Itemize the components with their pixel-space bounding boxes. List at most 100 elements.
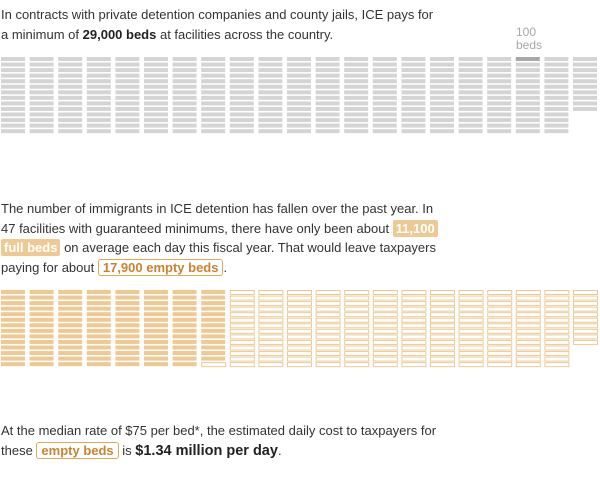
empty-bed-cell bbox=[515, 317, 541, 323]
legend-unit: beds bbox=[516, 38, 543, 52]
full-bed-cell bbox=[144, 317, 168, 322]
empty-bed-cell bbox=[430, 351, 455, 357]
contract-bed-cell bbox=[430, 112, 454, 117]
contract-bed-cell bbox=[458, 90, 483, 95]
empty-bed-cell bbox=[315, 306, 341, 312]
empty-bed-cell bbox=[372, 362, 398, 368]
full-bed-cell bbox=[201, 295, 226, 300]
full-bed-cell bbox=[86, 317, 111, 322]
full-bed-cell bbox=[29, 328, 54, 333]
contract-bed-cell bbox=[29, 62, 54, 67]
contract-bed-cell bbox=[430, 84, 454, 89]
contract-bed-cell bbox=[115, 123, 140, 128]
empty-bed-cell bbox=[401, 362, 427, 368]
contract-bed-cell bbox=[144, 123, 168, 128]
full-bed-cell bbox=[58, 328, 83, 333]
empty-bed-cell bbox=[287, 301, 312, 307]
contract-bed-cell bbox=[115, 62, 140, 67]
empty-bed-cell bbox=[258, 306, 284, 312]
empty-bed-cell bbox=[458, 345, 484, 351]
contract-bed-cell bbox=[544, 123, 569, 128]
empty-bed-cell bbox=[544, 339, 570, 345]
empty-bed-cell bbox=[401, 339, 427, 345]
empty-bed-cell bbox=[229, 295, 255, 301]
bottom-paragraph: At the median rate of $75 per bed*, the … bbox=[1, 421, 501, 461]
contract-bed-cell bbox=[287, 79, 311, 84]
empty-bed-cell bbox=[487, 317, 513, 323]
contract-bed-cell bbox=[458, 112, 483, 117]
contract-bed-cell bbox=[515, 68, 540, 73]
empty-bed-cell bbox=[287, 295, 312, 301]
middle-line-4a: paying for about bbox=[1, 259, 98, 275]
contract-bed-cell bbox=[515, 79, 540, 84]
empty-bed-cell bbox=[229, 323, 255, 329]
contract-bed-cell bbox=[344, 79, 369, 84]
empty-bed-cell bbox=[258, 328, 284, 334]
full-bed-cell bbox=[86, 345, 111, 350]
empty-bed-cell bbox=[344, 339, 370, 345]
empty-bed-cell bbox=[573, 301, 598, 307]
contract-bed-cell bbox=[515, 62, 540, 67]
empty-bed-cell bbox=[544, 306, 570, 312]
contract-bed-cell bbox=[201, 84, 226, 89]
full-bed-cell bbox=[1, 362, 25, 367]
full-bed-cell bbox=[144, 362, 168, 367]
contract-bed-cell bbox=[344, 95, 369, 100]
contract-bed-cell bbox=[229, 73, 254, 78]
daily-cost-value: $1.34 million per day bbox=[135, 442, 278, 459]
contract-bed-cell bbox=[401, 73, 426, 78]
empty-bed-cell bbox=[401, 328, 427, 334]
contract-bed-cell bbox=[29, 90, 54, 95]
empty-bed-cell bbox=[458, 312, 484, 318]
contract-bed-cell bbox=[115, 95, 140, 100]
full-bed-cell bbox=[86, 301, 111, 306]
contract-bed-cell bbox=[201, 129, 226, 134]
contract-bed-cell bbox=[544, 68, 569, 73]
contract-bed-cell bbox=[172, 62, 197, 67]
full-bed-cell bbox=[172, 317, 197, 322]
contract-bed-cell bbox=[172, 84, 197, 89]
contract-bed-cell bbox=[372, 118, 397, 123]
contract-bed-cell bbox=[144, 118, 168, 123]
contract-bed-cell bbox=[29, 101, 54, 106]
empty-bed-cell bbox=[372, 323, 398, 329]
contract-bed-cell bbox=[515, 106, 540, 111]
empty-bed-cell bbox=[258, 295, 284, 301]
contract-bed-cell bbox=[144, 62, 168, 67]
full-bed-cell bbox=[201, 323, 226, 328]
full-bed-cell bbox=[86, 356, 111, 361]
contract-bed-cell bbox=[1, 106, 25, 111]
empty-bed-cell bbox=[344, 334, 370, 340]
contract-bed-cell bbox=[229, 84, 254, 89]
empty-bed-cell bbox=[229, 351, 255, 357]
empty-bed-cell bbox=[515, 328, 541, 334]
full-bed-cell bbox=[29, 356, 54, 361]
contract-bed-cell bbox=[172, 57, 197, 61]
contract-bed-cell bbox=[401, 79, 426, 84]
empty-bed-cell bbox=[258, 345, 284, 351]
full-bed-cell bbox=[58, 312, 83, 317]
empty-bed-cell bbox=[344, 328, 370, 334]
contract-bed-cell bbox=[1, 123, 25, 128]
empty-bed-cell bbox=[258, 362, 284, 368]
empty-bed-cell bbox=[458, 290, 484, 295]
full-bed-cell bbox=[1, 339, 25, 344]
empty-bed-cell bbox=[458, 295, 484, 301]
contract-bed-cell bbox=[144, 57, 168, 61]
empty-bed-cell bbox=[344, 351, 370, 357]
contract-bed-cell bbox=[172, 129, 197, 134]
full-bed-cell bbox=[144, 295, 168, 300]
contract-bed-cell bbox=[315, 129, 340, 134]
contract-bed-cell bbox=[344, 118, 369, 123]
contract-bed-cell bbox=[229, 57, 254, 61]
full-bed-cell bbox=[115, 301, 140, 306]
contract-bed-cell bbox=[372, 112, 397, 117]
contract-bed-cell bbox=[401, 112, 426, 117]
contract-bed-cell bbox=[287, 101, 311, 106]
contract-bed-cell bbox=[58, 106, 83, 111]
contract-bed-cell bbox=[372, 101, 397, 106]
contract-bed-cell bbox=[430, 129, 454, 134]
empty-bed-cell bbox=[372, 334, 398, 340]
contract-bed-cell bbox=[86, 95, 111, 100]
contract-bed-cell bbox=[29, 129, 54, 134]
